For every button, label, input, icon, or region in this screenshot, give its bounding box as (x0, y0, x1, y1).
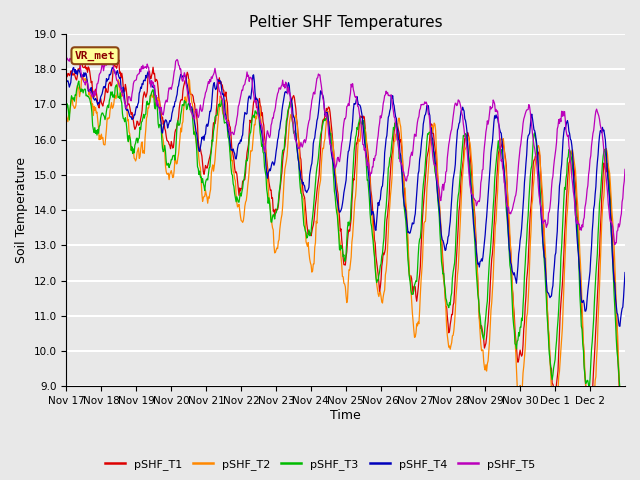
pSHF_T5 (611, 242, 619, 248)
pSHF_T3 (232, 195, 239, 201)
pSHF_T2 (232, 178, 239, 184)
pSHF_T2 (259, 139, 267, 145)
pSHF_T1 (620, 427, 627, 432)
pSHF_T2 (79, 73, 87, 79)
pSHF_T3 (435, 215, 443, 220)
pSHF_T2 (435, 198, 443, 204)
pSHF_T3 (63, 108, 70, 113)
pSHF_T1 (259, 119, 267, 125)
Line: pSHF_T2: pSHF_T2 (67, 76, 625, 466)
pSHF_T2 (129, 150, 136, 156)
Line: pSHF_T1: pSHF_T1 (67, 58, 625, 430)
pSHF_T3 (618, 409, 626, 415)
pSHF_T4 (259, 140, 267, 146)
pSHF_T5 (232, 124, 239, 130)
Line: pSHF_T3: pSHF_T3 (67, 81, 625, 412)
pSHF_T3 (280, 146, 288, 152)
pSHF_T5 (280, 82, 288, 87)
pSHF_T4 (435, 205, 443, 211)
pSHF_T5 (404, 173, 412, 179)
pSHF_T3 (621, 398, 629, 404)
pSHF_T1 (63, 74, 70, 80)
pSHF_T5 (63, 58, 70, 63)
pSHF_T3 (129, 151, 136, 156)
pSHF_T4 (404, 230, 412, 236)
pSHF_T5 (108, 49, 115, 55)
Line: pSHF_T4: pSHF_T4 (67, 68, 625, 326)
pSHF_T2 (404, 237, 412, 242)
pSHF_T3 (259, 149, 267, 155)
pSHF_T4 (70, 65, 77, 71)
pSHF_T4 (232, 156, 239, 161)
pSHF_T1 (232, 170, 239, 176)
Text: VR_met: VR_met (75, 50, 115, 61)
Legend: pSHF_T1, pSHF_T2, pSHF_T3, pSHF_T4, pSHF_T5: pSHF_T1, pSHF_T2, pSHF_T3, pSHF_T4, pSHF… (100, 455, 540, 474)
pSHF_T2 (63, 113, 70, 119)
pSHF_T3 (404, 257, 412, 263)
pSHF_T1 (621, 416, 629, 422)
Line: pSHF_T5: pSHF_T5 (67, 52, 625, 245)
pSHF_T5 (129, 87, 136, 93)
pSHF_T4 (621, 270, 629, 276)
pSHF_T3 (75, 78, 83, 84)
pSHF_T1 (280, 147, 288, 153)
Y-axis label: Soil Temperature: Soil Temperature (15, 157, 28, 263)
pSHF_T4 (280, 94, 288, 99)
pSHF_T4 (129, 116, 136, 122)
Title: Peltier SHF Temperatures: Peltier SHF Temperatures (249, 15, 442, 30)
pSHF_T5 (435, 187, 443, 193)
pSHF_T5 (259, 133, 267, 139)
pSHF_T1 (404, 245, 412, 251)
pSHF_T2 (280, 176, 288, 181)
pSHF_T5 (621, 167, 629, 172)
pSHF_T2 (621, 463, 629, 469)
pSHF_T4 (616, 324, 624, 329)
X-axis label: Time: Time (330, 409, 361, 422)
pSHF_T1 (435, 201, 443, 207)
pSHF_T4 (63, 78, 70, 84)
pSHF_T1 (78, 55, 86, 61)
pSHF_T1 (129, 115, 136, 121)
